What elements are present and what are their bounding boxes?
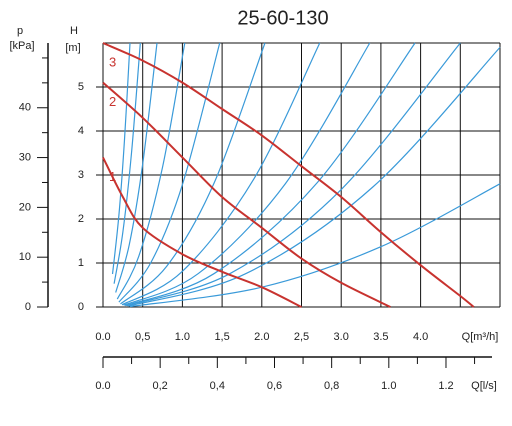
x2-tick-label: 1.2	[438, 380, 453, 392]
p-axis-unit: [kPa]	[9, 40, 34, 52]
curve-label: 2	[109, 94, 116, 109]
y-tick-label: 5	[78, 81, 84, 93]
x2-tick-label: 0,6	[267, 380, 282, 392]
pump-curve	[102, 156, 302, 308]
x-tick-label: 0.0	[95, 331, 110, 343]
system-curve	[126, 42, 461, 307]
x-tick-label: 1,5	[214, 331, 229, 343]
system-curve	[128, 46, 501, 307]
p-tick-label: 0	[25, 301, 31, 313]
x-tick-label: 3.0	[334, 331, 349, 343]
x2-tick-label: 0,4	[210, 380, 225, 392]
y-tick-label: 1	[78, 257, 84, 269]
y-tick-label: 2	[78, 213, 84, 225]
x-tick-label: 0,5	[135, 331, 150, 343]
system-curve	[116, 42, 186, 300]
x-tick-label: 4.0	[413, 331, 428, 343]
system-curve	[113, 42, 141, 284]
system-curve	[129, 183, 501, 308]
system-curve	[121, 42, 321, 306]
system-curve	[111, 42, 131, 275]
x2-tick-label: 0.0	[95, 380, 110, 392]
x2-axis-label: Q[l/s]	[471, 380, 497, 392]
system-curve	[120, 42, 266, 305]
y-tick-label: 4	[78, 125, 84, 137]
pump-curve	[102, 81, 391, 308]
x2-tick-label: 1.0	[381, 380, 396, 392]
y-axis-label: H	[70, 25, 78, 37]
curve-label: 3	[109, 54, 116, 69]
x-tick-label: 2.0	[254, 331, 269, 343]
system-curve	[115, 42, 158, 293]
p-tick-label: 30	[19, 151, 31, 163]
p-tick-label: 10	[19, 251, 31, 263]
x-axis-label: Q[m³/h]	[462, 331, 499, 343]
p-axis-label: p	[17, 25, 23, 37]
x-tick-label: 3.5	[373, 331, 388, 343]
chart-title: 25-60-130	[237, 7, 328, 29]
x2-tick-label: 0,8	[324, 380, 339, 392]
y-axis-unit: [m]	[65, 42, 80, 54]
p-tick-label: 20	[19, 201, 31, 213]
system-curve	[118, 42, 221, 303]
x-tick-label: 2,5	[294, 331, 309, 343]
system-curve	[123, 42, 371, 306]
system-curve	[125, 42, 416, 307]
p-tick-label: 40	[19, 102, 31, 114]
x-tick-label: 1.0	[175, 331, 190, 343]
y-tick-label: 3	[78, 169, 84, 181]
pump-curve	[102, 42, 475, 308]
y-tick-label: 0	[78, 301, 84, 313]
x2-tick-label: 0,2	[153, 380, 168, 392]
curve-label: 1	[109, 169, 116, 184]
